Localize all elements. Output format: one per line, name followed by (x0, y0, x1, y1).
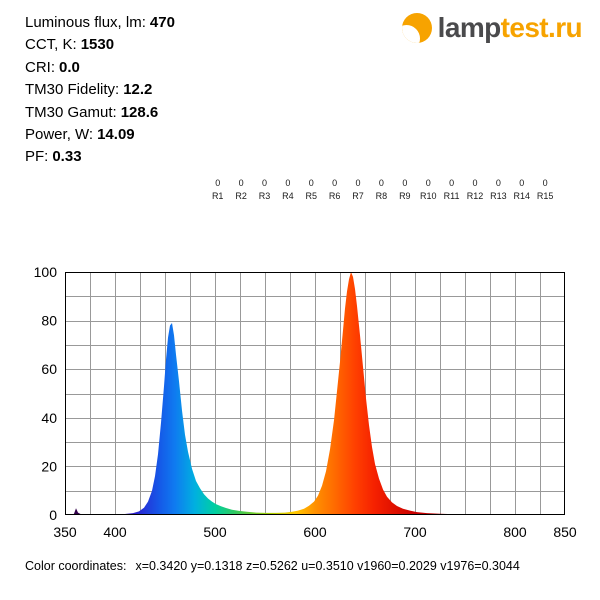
svg-text:700: 700 (403, 524, 427, 540)
svg-text:100: 100 (34, 264, 58, 280)
svg-text:80: 80 (41, 313, 57, 329)
info-line: Luminous flux, lm: 470 (25, 14, 175, 31)
svg-text:20: 20 (41, 458, 57, 474)
svg-text:60: 60 (41, 361, 57, 377)
svg-text:40: 40 (41, 410, 57, 426)
cri-column: 0 R2 (235, 178, 247, 201)
info-line: CCT, K: 1530 (25, 36, 115, 54)
cri-column: 0 R8 (375, 178, 388, 201)
color-coordinates-values: x=0.3420 y=0.1318 z=0.5262 u=0.3510 v196… (135, 559, 520, 573)
color-coordinates: Color coordinates: x=0.3420 y=0.1318 z=0.… (25, 559, 520, 573)
logo-text-lamp: lamp (437, 12, 502, 43)
svg-text:400: 400 (103, 524, 127, 540)
cri-column: 0 R12 (466, 178, 484, 201)
cri-column: 0 R10 (419, 178, 437, 201)
cri-column: 0 R11 (443, 178, 460, 201)
cri-values-row: 0 R1 0 R2 0 R3 0 R4 0 R5 0 R6 0 R7 0 R8 0 R9 0 R10 0 R11 0 R12 0… (206, 178, 557, 201)
svg-text:0: 0 (49, 507, 57, 523)
cri-column: 0 R6 (328, 178, 341, 201)
cri-column: 0 R14 (513, 178, 531, 201)
lamptest-logo-text: lamptest.ru (437, 12, 583, 43)
svg-text:500: 500 (203, 524, 227, 540)
color-coordinates-label: Color coordinates: (25, 559, 127, 573)
cri-column: 0 R1 (211, 178, 224, 201)
lamptest-logo[interactable]: lamptest.ru (401, 12, 583, 43)
info-line: PF: 0.33 (25, 148, 82, 166)
lamptest-logo-icon (401, 13, 432, 43)
cri-column: 0 R3 (258, 178, 271, 201)
svg-text:850: 850 (553, 524, 577, 540)
info-line: CRI: 0.0 (25, 58, 80, 76)
spectral-distribution-chart: 350 400 500 600 700 800 850 0 20 40 60 80 100 (34, 264, 577, 540)
cri-column: 0 R4 (282, 178, 294, 201)
info-line: TM30 Gamut: 128.6 (25, 103, 159, 121)
measurement-info: Luminous flux, lm: 470 CCT, K: 1530 CRI: 0.0 T… (25, 12, 175, 169)
svg-text:600: 600 (303, 524, 327, 540)
cri-column: 0 R5 (305, 178, 318, 201)
logo-text-test-ru: test.ru (500, 12, 583, 43)
svg-text:800: 800 (503, 524, 527, 540)
svg-text:350: 350 (53, 524, 77, 540)
cri-column: 0 R7 (352, 178, 364, 201)
cri-column: 0 R13 (490, 178, 507, 201)
cri-column: 0 R9 (399, 178, 411, 201)
info-line: Power, W: 14.09 (25, 126, 135, 144)
info-line: TM30 Fidelity: 12.2 (25, 81, 153, 99)
cri-column: 0 R15 (536, 178, 554, 201)
